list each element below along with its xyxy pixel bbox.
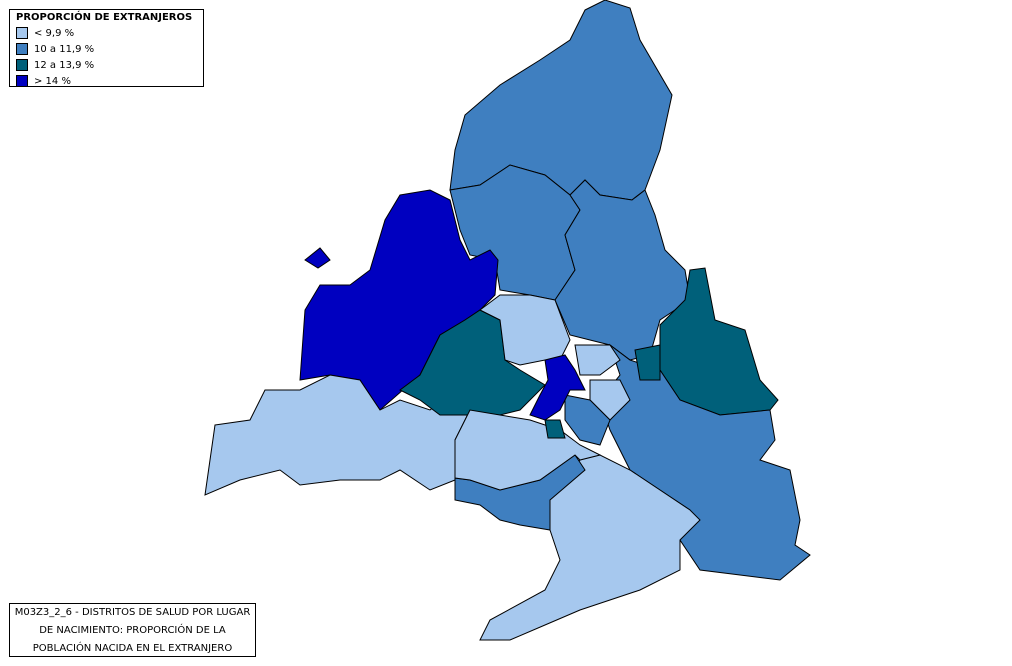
region [304,247,331,269]
legend-swatch [16,27,28,39]
legend-swatch [16,43,28,55]
legend-label: > 14 % [34,75,71,87]
legend-swatch [16,75,28,87]
region [564,394,611,446]
caption-line: M03Z3_2_6 - DISTRITOS DE SALUD POR LUGAR [14,607,251,618]
legend-item: 12 a 13,9 % [16,57,197,73]
region [454,409,602,491]
region [449,0,673,201]
region [554,179,691,361]
caption-line: POBLACIÓN NACIDA EN EL EXTRANJERO [32,643,233,654]
legend-swatch [16,59,28,71]
region [479,454,701,641]
legend-item: > 14 % [16,73,197,89]
region [529,354,586,421]
region [599,343,811,581]
legend-label: < 9,9 % [34,27,75,39]
region [574,344,621,376]
legend-label: 10 a 11,9 % [34,43,95,55]
legend-label: 12 a 13,9 % [34,59,95,71]
caption: M03Z3_2_6 - DISTRITOS DE SALUD POR LUGAR… [9,603,256,657]
region [634,344,661,381]
region [544,419,566,439]
legend: PROPORCIÓN DE EXTRANJEROS < 9,9 % 10 a 11… [9,9,204,87]
legend-item: < 9,9 % [16,25,197,41]
caption-line: DE NACIMIENTO: PROPORCIÓN DE LA [39,625,226,636]
legend-title: PROPORCIÓN DE EXTRANJEROS [16,12,193,23]
legend-item: 10 a 11,9 % [16,41,197,57]
